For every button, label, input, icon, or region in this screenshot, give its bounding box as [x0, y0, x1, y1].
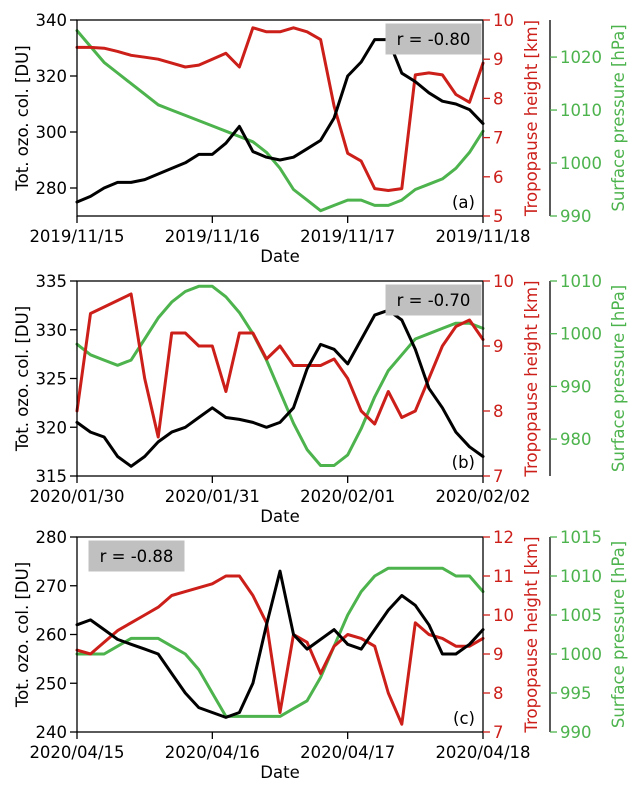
y-right1-tick-label: 10	[493, 606, 514, 625]
y-left-tick-label: 320	[36, 67, 68, 86]
y-right2-tick-label: 990	[560, 207, 592, 226]
y-left-tick-label: 260	[36, 626, 68, 645]
y-right1-tick-label: 9	[493, 50, 504, 69]
y-right1-tick-label: 8	[493, 89, 504, 108]
x-tick-label: 2019/11/18	[435, 227, 530, 246]
y-right1-tick-label: 10	[493, 11, 514, 30]
plot-frame	[76, 19, 484, 217]
x-tick-label: 2020/04/16	[165, 743, 260, 762]
y-right2-tick-label: 1000	[560, 645, 602, 664]
y-right2-axis-label: Surface pressure [hPa]	[609, 24, 628, 211]
y-right1-axis-label: Tropopause height [km]	[522, 536, 541, 733]
y-left-tick-label: 315	[36, 467, 68, 486]
tropopause-height-line	[75, 26, 485, 192]
y-right1-tick-label: 9	[493, 645, 504, 664]
y-right1-tick-label: 10	[493, 272, 514, 291]
y-left-tick-label: 280	[36, 528, 68, 547]
panel-label: (b)	[452, 453, 475, 472]
y-left-tick-label: 280	[36, 179, 68, 198]
y-right2-tick-label: 990	[560, 377, 592, 396]
x-tick-label: 2020/01/31	[165, 487, 260, 506]
y-right2-tick-label: 1010	[560, 567, 602, 586]
panel-3: 2020/04/15 2020/04/16 2020/04/17 2020/04/18…	[13, 528, 628, 782]
x-tick-label: 2020/01/30	[29, 487, 124, 506]
ozone-column-line	[75, 569, 485, 719]
y-right2-tick-label: 1020	[560, 48, 602, 67]
y-right1-tick-label: 7	[493, 723, 504, 742]
tropopause-height-line	[75, 292, 485, 439]
y-right2-axis-label: Surface pressure [hPa]	[609, 285, 628, 472]
x-axis-label: Date	[260, 763, 299, 782]
correlation-box	[385, 23, 482, 55]
panel-2: 2020/01/30 2020/01/31 2020/02/01 2020/02/02…	[13, 272, 628, 526]
y-right1-axis-label: Tropopause height [km]	[522, 280, 541, 477]
x-tick-label: 2020/04/17	[300, 743, 395, 762]
surface-pressure-line	[75, 566, 485, 718]
y-right1-tick-label: 11	[493, 567, 514, 586]
y-right2-tick-label: 1000	[560, 325, 602, 344]
y-right1-tick-label: 8	[493, 684, 504, 703]
surface-pressure-line	[75, 284, 485, 467]
y-right2-axis-label: Surface pressure [hPa]	[609, 541, 628, 728]
y-left-tick-label: 270	[36, 577, 68, 596]
y-right1-tick-label: 8	[493, 402, 504, 421]
y-left-tick-label: 335	[36, 272, 68, 291]
y-right2-tick-label: 1010	[560, 272, 602, 291]
ozone-column-line	[75, 38, 485, 204]
x-axis-label: Date	[260, 247, 299, 266]
y-left-tick-label: 240	[36, 723, 68, 742]
y-right2-tick-label: 995	[560, 684, 592, 703]
y-left-axis-label: Tot. ozo. col. [DU]	[13, 45, 32, 191]
correlation-label: r = -0.80	[397, 30, 471, 49]
x-tick-label: 2019/11/15	[29, 227, 124, 246]
tropopause-height-line	[75, 574, 485, 726]
y-left-tick-label: 320	[36, 418, 68, 437]
y-left-axis-label: Tot. ozo. col. [DU]	[13, 562, 32, 708]
y-right1-axis-label: Tropopause height [km]	[522, 20, 541, 217]
x-tick-label: 2019/11/17	[300, 227, 395, 246]
y-right1-tick-label: 7	[493, 467, 504, 486]
y-right2-tick-label: 990	[560, 723, 592, 742]
y-right1-tick-label: 6	[493, 168, 504, 187]
y-right2-tick-label: 1015	[560, 528, 602, 547]
y-right1-tick-label: 5	[493, 207, 504, 226]
ozone-column-line	[75, 308, 485, 468]
y-right1-tick-label: 12	[493, 528, 514, 547]
correlation-box	[88, 540, 185, 572]
x-axis-label: Date	[260, 507, 299, 526]
panel-label: (c)	[453, 709, 475, 728]
x-tick-label: 2020/04/18	[435, 743, 530, 762]
y-right2-tick-label: 1000	[560, 154, 602, 173]
y-left-tick-label: 340	[36, 11, 68, 30]
correlation-label: r = -0.88	[100, 547, 174, 566]
y-left-tick-label: 250	[36, 674, 68, 693]
y-right2-tick-label: 1005	[560, 606, 602, 625]
x-tick-label: 2020/04/15	[29, 743, 124, 762]
y-left-axis-label: Tot. ozo. col. [DU]	[13, 306, 32, 452]
y-right2-tick-label: 1010	[560, 101, 602, 120]
correlation-box	[385, 284, 482, 316]
x-tick-label: 2020/02/01	[300, 487, 395, 506]
panel-1: 2019/11/15 2019/11/16 2019/11/17 2019/11/18…	[13, 11, 628, 266]
x-tick-label: 2020/02/02	[435, 487, 530, 506]
y-left-tick-label: 325	[36, 370, 68, 389]
x-tick-label: 2019/11/16	[165, 227, 260, 246]
y-right1-tick-label: 7	[493, 129, 504, 148]
y-right1-tick-label: 9	[493, 337, 504, 356]
correlation-label: r = -0.70	[397, 291, 471, 310]
surface-pressure-line	[75, 29, 485, 213]
y-left-tick-label: 300	[36, 123, 68, 142]
y-left-tick-label: 330	[36, 321, 68, 340]
panel-label: (a)	[452, 193, 475, 212]
y-right2-tick-label: 980	[560, 430, 592, 449]
